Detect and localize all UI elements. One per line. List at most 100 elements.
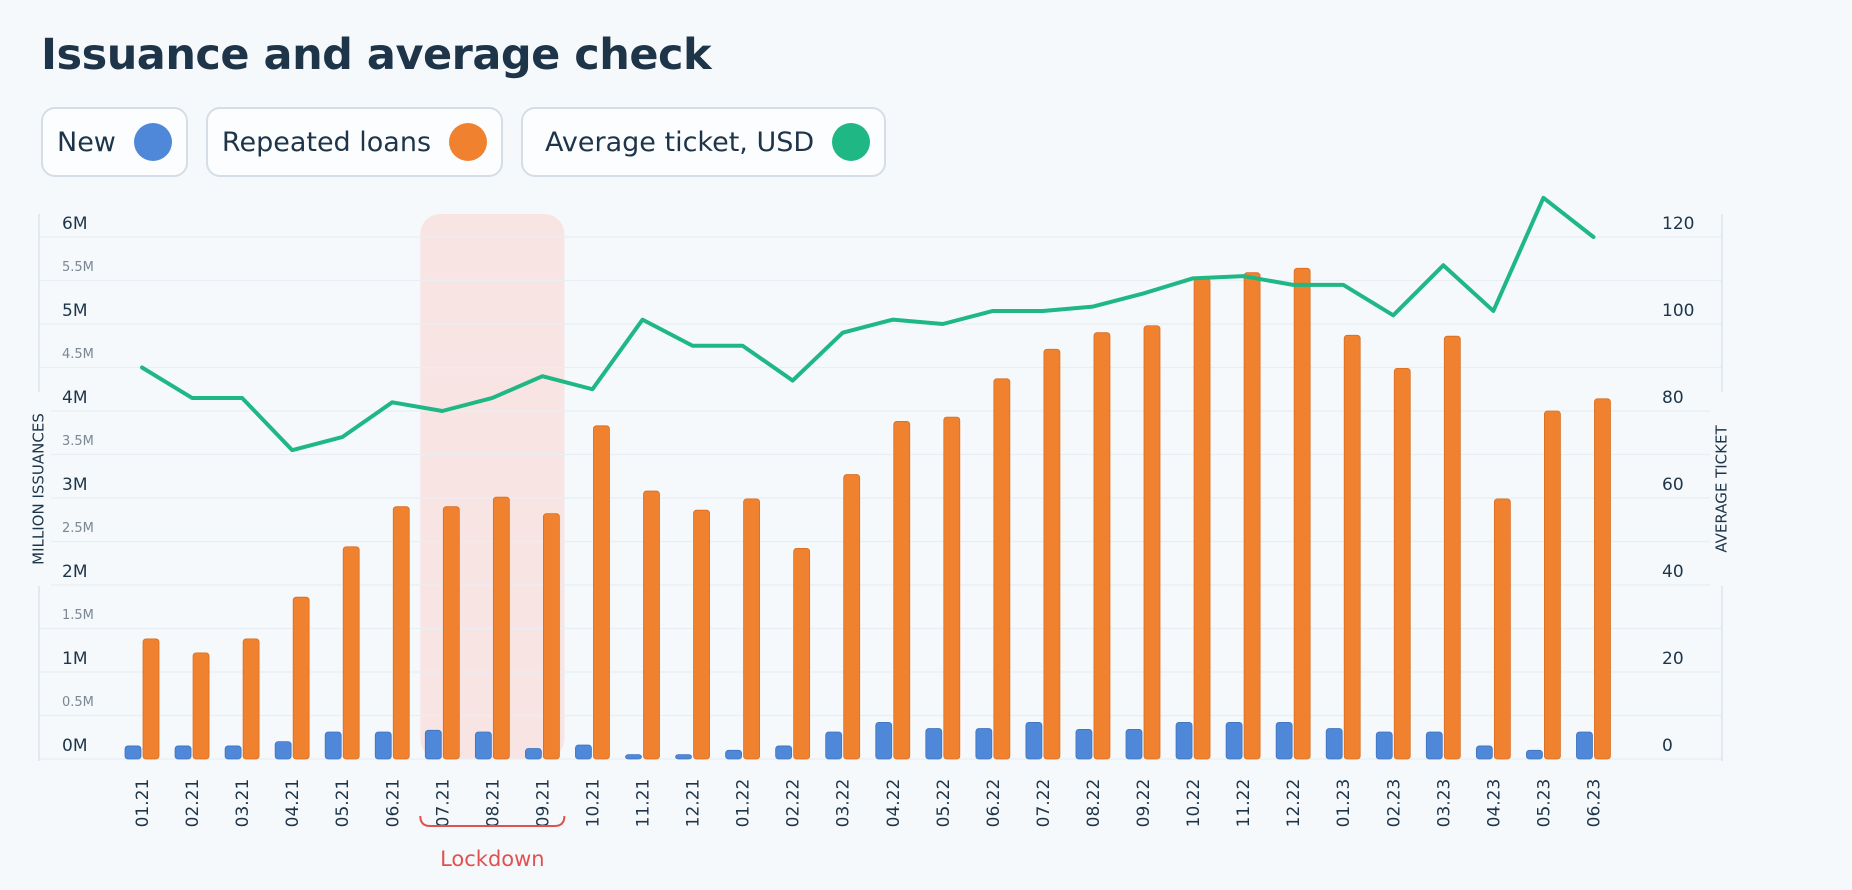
bar [1594,398,1611,760]
bar [192,652,210,760]
highlight-region [420,214,565,759]
x-tick-label: 04.21 [283,779,303,828]
y-tick-label: 3.5M [62,434,94,449]
bar [392,506,410,760]
x-tick-label: 05.23 [1534,779,1554,828]
bar [1293,267,1311,760]
bar [142,638,160,760]
bar [1443,335,1461,760]
bar [424,729,442,760]
chart-title: Issuance and average check [41,30,712,80]
y-tick-label: 4.5M [62,347,94,362]
bar [925,728,943,760]
x-tick-label: 11.21 [634,779,654,828]
x-tick-label: 12.22 [1284,779,1304,828]
y-tick-label: 5.5M [62,260,94,275]
x-tick-label: 01.21 [133,779,153,828]
x-tick-label: 01.22 [734,779,754,828]
legend-label: New [57,126,116,158]
bar [1025,722,1043,760]
x-tick-label: 03.23 [1434,779,1454,828]
y-tick-label: 5M [62,301,87,321]
legend-item[interactable]: Average ticket, USD [521,107,887,177]
axis-title-bg [27,392,51,586]
legend-label: Repeated loans [221,126,432,158]
bar [675,754,692,760]
bar [174,745,192,760]
y-axis-title: MILLION ISSUANCES [30,413,48,565]
axis-title-bg [1710,392,1734,586]
y2-tick-label: 40 [1662,562,1684,582]
x-tick-label: 06.23 [1584,779,1604,828]
y-tick-label: 4M [62,388,87,408]
bar [793,548,811,760]
x-tick-label: 09.22 [1134,779,1154,828]
legend-swatch [832,123,871,161]
y-tick-label: 3M [62,475,87,495]
bar [575,744,592,760]
annotation-bracket [419,815,566,827]
y-tick-label: 6M [62,214,87,234]
y-tick-label: 2M [62,562,87,582]
x-tick-label: 02.22 [784,779,804,828]
bar [1143,325,1161,760]
y2-tick-label: 120 [1662,214,1694,234]
bar [342,546,360,760]
bar [274,741,292,760]
legend-item[interactable]: New [41,107,188,177]
y2-tick-label: 0 [1662,736,1673,756]
y2-tick-label: 100 [1662,301,1694,321]
y2-axis-title: AVERAGE TICKET [1713,425,1731,553]
bar [975,728,993,760]
y2-tick-label: 60 [1662,475,1684,495]
bar [242,638,260,760]
bar [1075,729,1093,760]
bar [1544,410,1561,760]
bar [893,421,911,760]
x-tick-label: 03.21 [233,779,253,828]
y-tick-label: 1M [62,649,87,669]
y-tick-label: 1.5M [62,608,94,623]
bar [1243,272,1261,760]
bar [124,745,142,760]
bar [1393,367,1411,760]
bar [843,474,861,760]
x-tick-label: 11.22 [1234,779,1254,828]
bar [224,745,242,760]
bar [1375,731,1393,760]
bar [593,425,610,760]
bar [725,749,742,760]
x-tick-label: 03.22 [834,779,854,828]
x-tick-label: 02.21 [183,779,203,828]
x-tick-label: 08.21 [483,779,503,828]
bar [1475,745,1493,760]
legend-item[interactable]: Repeated loans [205,107,504,177]
x-tick-label: 02.23 [1384,779,1404,828]
x-tick-label: 04.22 [884,779,904,828]
bar [1275,722,1293,760]
x-tick-label: 05.21 [333,779,353,828]
bar [374,731,392,760]
bar [1125,729,1143,760]
bar [1576,731,1593,760]
bar [1526,749,1543,760]
bar [743,498,760,760]
bar [825,731,843,760]
bar [643,490,660,760]
y-tick-label: 0.5M [62,695,94,710]
y2-tick-label: 20 [1662,649,1684,669]
bar [474,731,492,760]
line [140,195,1596,453]
x-tick-label: 05.22 [934,779,954,828]
bar [625,754,642,760]
legend: New Repeated loans Average ticket, USD [41,107,887,177]
x-tick-label: 10.21 [583,779,603,828]
x-tick-label: 12.21 [684,779,704,828]
y-tick-label: 2.5M [62,521,94,536]
x-tick-label: 08.22 [1084,779,1104,828]
y2-tick-label: 80 [1662,388,1684,408]
x-tick-label: 10.22 [1184,779,1204,828]
legend-swatch [449,123,488,161]
